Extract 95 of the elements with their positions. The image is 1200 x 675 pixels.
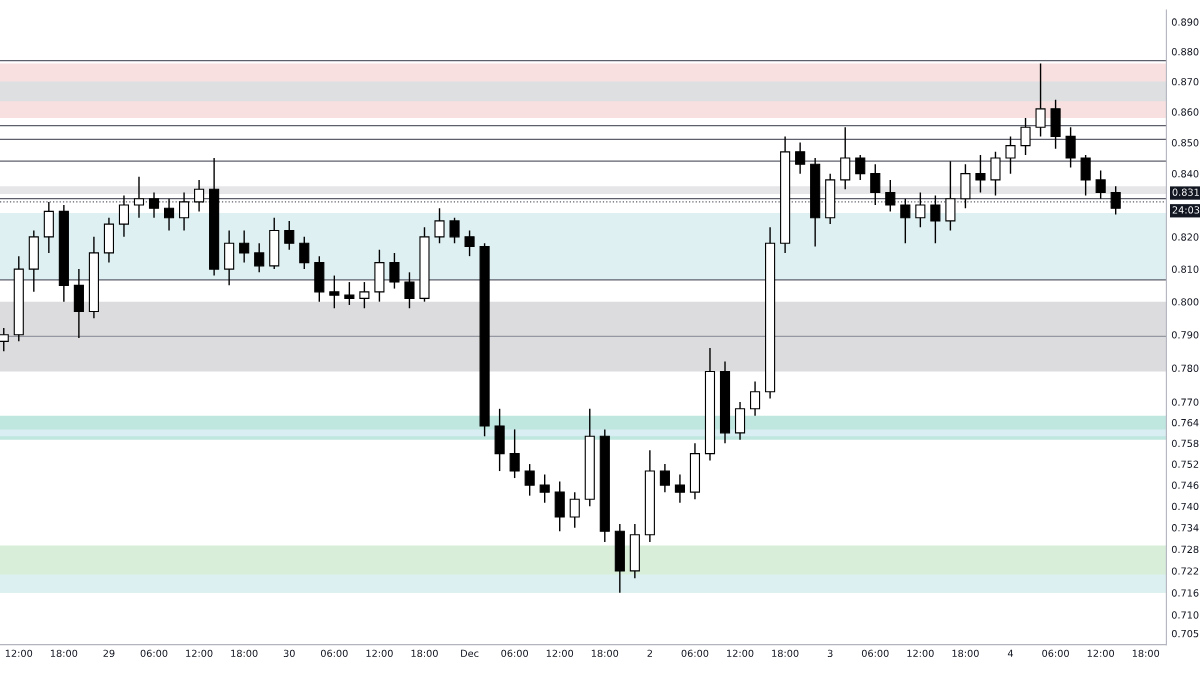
candlestick	[329, 274, 340, 309]
candlestick	[855, 154, 866, 181]
y-tick-label: 0.890	[1171, 18, 1199, 26]
candlestick	[0, 327, 9, 353]
candlestick	[404, 271, 415, 309]
candlestick	[900, 198, 911, 244]
y-tick-label: 0.734	[1171, 524, 1199, 532]
x-tick-label: 18:00	[772, 649, 799, 658]
y-tick-label: 0.728	[1171, 545, 1199, 554]
candlestick	[945, 160, 956, 232]
x-tick-label: 12:00	[186, 649, 213, 658]
candlestick	[389, 252, 400, 290]
x-tick-label: 06:00	[681, 649, 709, 658]
candlestick	[990, 151, 1001, 197]
x-tick-label: 12:00	[1087, 649, 1115, 658]
x-tick-label: 12:00	[5, 649, 33, 658]
candlestick	[449, 217, 460, 244]
y-tick-label: 0.840	[1171, 170, 1199, 178]
candlestick	[1080, 154, 1091, 197]
x-tick-label: 18:00	[50, 649, 78, 658]
y-tick-label: 0.820	[1171, 233, 1199, 241]
y-tick-label: 0.710	[1171, 611, 1199, 619]
y-tick-label: 0.810	[1171, 265, 1199, 273]
candlestick	[344, 281, 355, 306]
y-tick-label: 0.800	[1171, 298, 1199, 306]
x-tick-label: 06:00	[320, 649, 348, 658]
candlestick	[1095, 169, 1106, 200]
candlestick	[359, 281, 370, 309]
x-tick-label: 4	[1007, 649, 1014, 657]
y-tick-label: 0.880	[1171, 48, 1199, 56]
x-tick-label: 18:00	[231, 649, 258, 658]
y-tick-label: 0.860	[1171, 108, 1199, 116]
y-tick-label: 0.870	[1171, 78, 1199, 86]
candlestick	[795, 141, 806, 175]
candlestick	[749, 380, 761, 417]
candlestick	[163, 198, 175, 232]
candlestick	[299, 236, 310, 270]
candlestick	[569, 491, 580, 529]
candlestick	[1065, 126, 1076, 169]
x-tick-label: 18:00	[1132, 649, 1160, 658]
x-tick-label: 3	[827, 649, 833, 658]
candlestick	[539, 473, 550, 504]
x-tick-label: 18:00	[411, 649, 438, 658]
y-tick-label: 0.850	[1171, 139, 1199, 147]
y-tick-label: 0.716	[1171, 589, 1199, 597]
candlestick	[885, 179, 896, 213]
y-tick-label: 0.722	[1171, 567, 1199, 575]
x-tick-label: 12:00	[907, 649, 934, 658]
y-tick-label: 0.790	[1171, 331, 1199, 339]
x-tick-label: 12:00	[546, 649, 574, 658]
candlestick	[840, 126, 851, 190]
candlestick	[659, 463, 670, 493]
x-tick-label: 30	[283, 649, 295, 658]
candlestick	[870, 163, 881, 206]
x-tick-label: 29	[103, 649, 115, 658]
candlestick	[194, 179, 205, 213]
x-tick-label: 06:00	[140, 649, 168, 658]
candlestick	[915, 191, 926, 228]
y-tick-label: 0.780	[1171, 364, 1199, 372]
candlestick	[674, 473, 685, 504]
candlestick	[254, 242, 265, 274]
x-tick-label: 12:00	[727, 649, 754, 658]
x-tick-label: 06:00	[861, 649, 889, 658]
candlestick	[148, 191, 160, 219]
candlestick	[118, 194, 130, 238]
x-tick-label: 2	[647, 649, 652, 657]
candlestick	[975, 154, 986, 194]
candlestick	[133, 176, 145, 219]
x-tick-label: 06:00	[501, 649, 529, 658]
candlestick	[239, 229, 250, 264]
y-tick-label: 0.758	[1171, 439, 1199, 448]
text: 24:03	[1172, 206, 1200, 214]
y-tick-label: 0.740	[1171, 502, 1199, 511]
y-tick-label: 0.764	[1171, 418, 1199, 427]
y-tick-label: 0.705	[1171, 629, 1199, 638]
x-tick-label: 18:00	[952, 649, 979, 658]
y-tick-label: 0.746	[1171, 481, 1199, 489]
x-tick-label: 12:00	[366, 649, 393, 658]
ref-line-label: 0.831	[1172, 188, 1199, 196]
candlestick	[1005, 135, 1016, 175]
candlestick	[1110, 185, 1121, 216]
x-tick-label: 06:00	[1042, 649, 1069, 658]
candlestick	[930, 194, 941, 244]
y-tick-label: 0.770	[1171, 398, 1199, 406]
candlestick	[1020, 117, 1031, 156]
candlestick	[284, 220, 295, 251]
candlestick	[464, 229, 475, 257]
candlestick	[434, 207, 445, 244]
candlestick	[179, 191, 190, 232]
candlestick	[1035, 62, 1046, 138]
candlestick	[524, 463, 535, 497]
x-tick-label: Dec	[461, 649, 479, 658]
candlestick	[509, 428, 520, 479]
x-tick-label: 18:00	[591, 649, 619, 658]
y-tick-label: 0.752	[1171, 460, 1199, 468]
